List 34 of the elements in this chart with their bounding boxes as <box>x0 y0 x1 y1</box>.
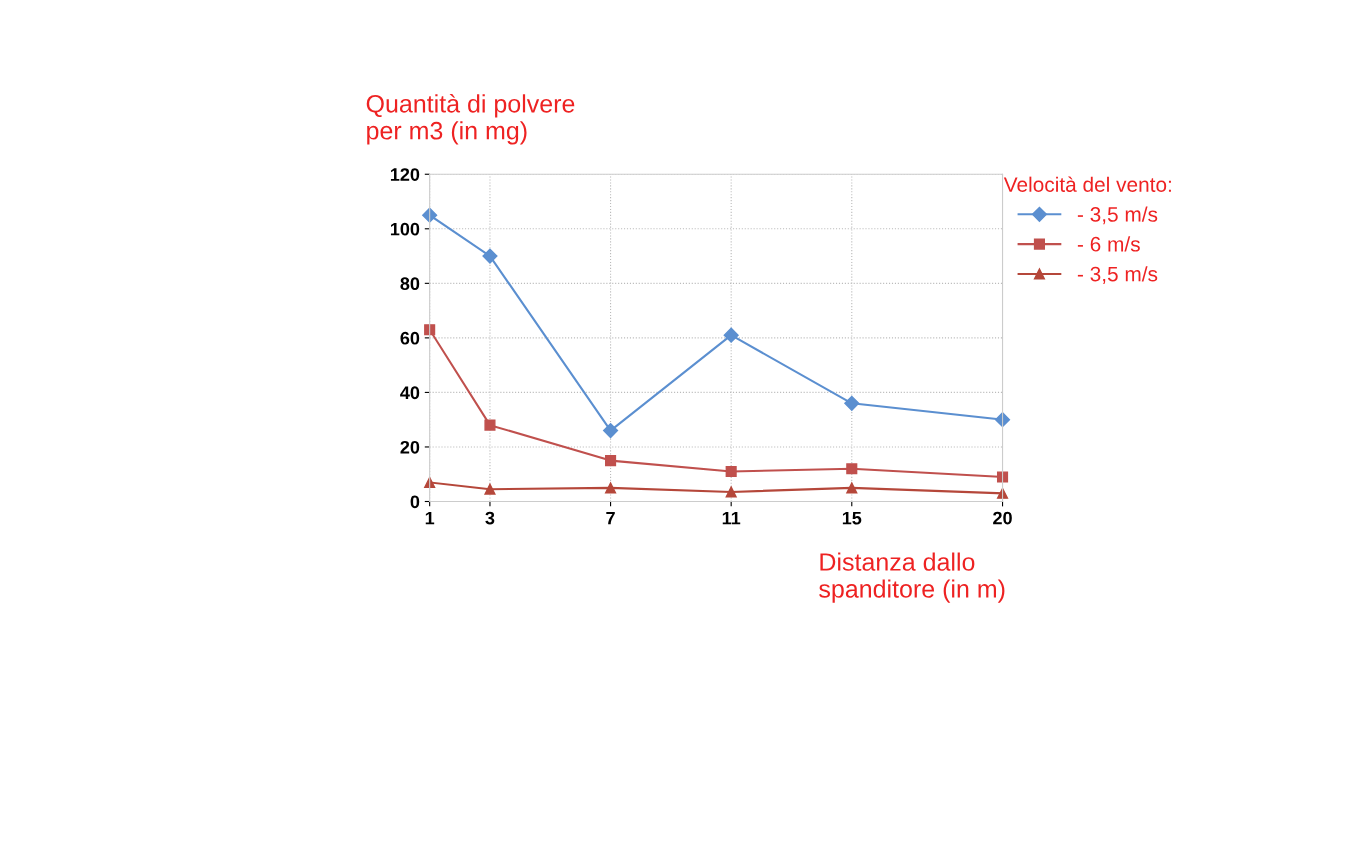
x-tick-label: 20 <box>993 511 1012 525</box>
y-tick-label: 60 <box>400 331 420 345</box>
y-axis-title: Quantità di polvere per m3 (in mg) <box>366 93 575 145</box>
y-tick-label: 20 <box>400 440 420 454</box>
y-tick-label: 40 <box>400 386 420 400</box>
x-tick-label: 3 <box>485 511 495 525</box>
x-axis-title: Distanza dallo spanditore (in m) <box>819 552 1005 603</box>
y-tick-label: 80 <box>400 277 420 291</box>
x-tick-label: 15 <box>842 511 862 525</box>
point <box>846 482 858 494</box>
point <box>725 486 737 498</box>
point <box>605 482 617 494</box>
y-tick-label: 0 <box>410 495 420 509</box>
point <box>424 324 436 336</box>
point <box>605 455 617 467</box>
legend-label: - 3,5 m/s <box>1077 266 1158 284</box>
x-tick-label: 11 <box>722 511 741 525</box>
point <box>484 483 496 495</box>
legend-title: Velocità del vento: <box>1003 176 1171 192</box>
point <box>484 419 496 431</box>
point <box>844 395 860 411</box>
legend-label: - 3,5 m/s <box>1077 206 1158 225</box>
point <box>996 471 1009 483</box>
point <box>602 423 619 439</box>
point <box>846 463 858 475</box>
y-tick-label: 100 <box>390 222 420 236</box>
point <box>723 327 739 343</box>
point <box>422 207 438 223</box>
x-tick-label: 7 <box>606 511 615 525</box>
legend-label: - 6 m/s <box>1077 236 1140 252</box>
point <box>482 248 498 264</box>
x-tick-label: 1 <box>425 511 435 525</box>
point <box>725 465 737 478</box>
y-tick-label: 120 <box>390 168 420 181</box>
